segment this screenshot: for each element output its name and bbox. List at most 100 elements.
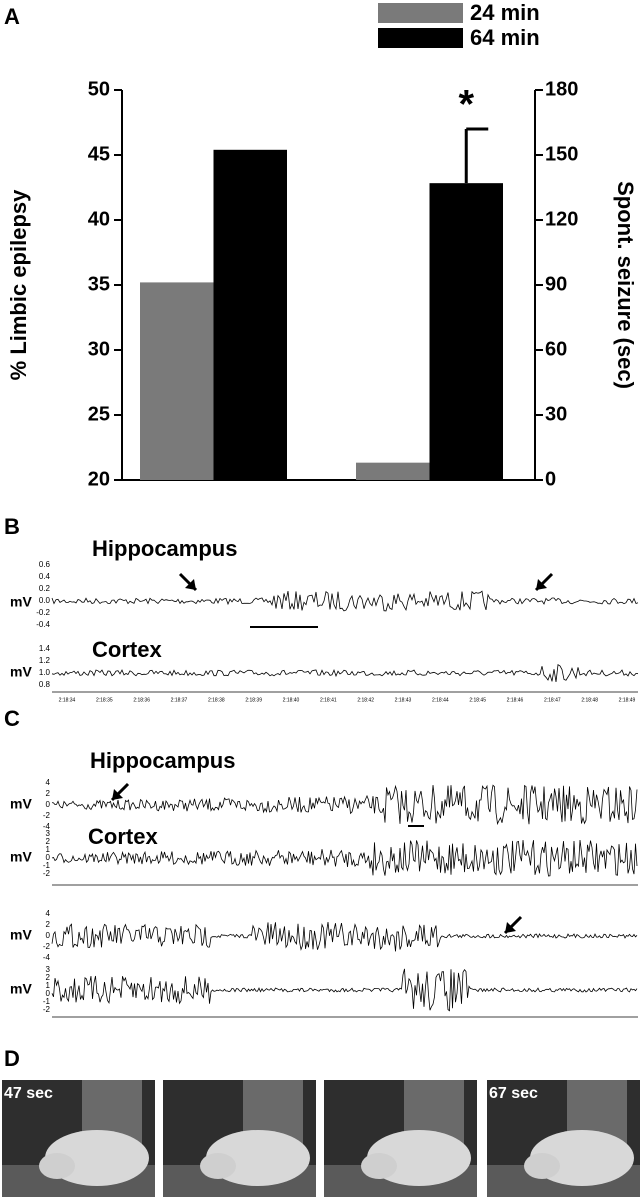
trace-title: Hippocampus <box>92 536 237 561</box>
time-label: 2:18:37 <box>171 697 188 703</box>
y2-tick-label: 180 <box>545 78 578 100</box>
y2-tick-label: 150 <box>545 143 578 165</box>
y2-tick-label: 0 <box>545 468 556 490</box>
trace-tick-label: 1.2 <box>39 656 51 665</box>
bar <box>356 462 430 480</box>
unit-label: mV <box>10 927 32 943</box>
y-tick-label: 20 <box>88 468 110 490</box>
time-label: 2:18:46 <box>507 697 524 703</box>
trace-tick-label: 1 <box>46 981 51 990</box>
frame-time: 47 sec <box>4 1085 53 1102</box>
trace-tick-label: -0.2 <box>36 608 50 617</box>
legend-label: 64 min <box>470 25 540 50</box>
bar <box>429 183 503 480</box>
trace-tick-label: 0.0 <box>39 596 51 605</box>
y-tick-label: 25 <box>88 403 110 425</box>
eeg-trace <box>51 968 638 1012</box>
bar <box>140 282 214 480</box>
time-label: 2:18:36 <box>133 697 150 703</box>
unit-label: mV <box>10 796 32 812</box>
trace-tick-label: 0.8 <box>39 680 51 689</box>
time-label: 2:18:42 <box>357 697 374 703</box>
unit-label: mV <box>10 664 32 680</box>
trace-tick-label: -2 <box>43 942 51 951</box>
eeg-trace <box>51 839 638 877</box>
y-tick-label: 45 <box>88 143 110 165</box>
trace-title: Cortex <box>88 824 158 849</box>
trace-tick-label: 0.2 <box>39 584 51 593</box>
panel-label: C <box>4 706 20 731</box>
trace-tick-label: 0 <box>46 853 51 862</box>
y-tick-label: 35 <box>88 273 110 295</box>
trace-tick-label: 2 <box>46 837 51 846</box>
trace-tick-label: 0 <box>46 800 51 809</box>
significance-marker: * <box>458 83 474 127</box>
rat-head <box>524 1153 560 1179</box>
trace-tick-label: 4 <box>46 909 51 918</box>
trace-tick-label: 3 <box>46 965 51 974</box>
time-label: 2:18:49 <box>619 697 636 703</box>
arrow-head <box>505 922 516 933</box>
panel-label: A <box>4 4 20 29</box>
y-axis-label: % Limbic epilepsy <box>6 189 31 380</box>
unit-label: mV <box>10 849 32 865</box>
arrow-head <box>185 579 196 590</box>
time-label: 2:18:40 <box>283 697 300 703</box>
trace-tick-label: 1.0 <box>39 668 51 677</box>
arrow-head <box>536 579 547 590</box>
arrow-head <box>112 789 123 800</box>
trace-tick-label: -4 <box>43 822 51 831</box>
trace-title: Hippocampus <box>90 748 235 773</box>
trace-tick-label: 4 <box>46 778 51 787</box>
time-label: 2:18:35 <box>96 697 113 703</box>
time-label: 2:18:38 <box>208 697 225 703</box>
time-label: 2:18:44 <box>432 697 449 703</box>
y-tick-label: 30 <box>88 338 110 360</box>
trace-tick-label: -2 <box>43 1005 51 1014</box>
time-label: 2:18:48 <box>581 697 598 703</box>
y-tick-label: 40 <box>88 208 110 230</box>
trace-tick-label: 0 <box>46 989 51 998</box>
eeg-trace <box>51 664 639 682</box>
rat-head <box>361 1153 397 1179</box>
y2-axis-label: Spont. seizure (sec) <box>613 181 638 389</box>
time-label: 2:18:43 <box>395 697 412 703</box>
frame-time: 67 sec <box>489 1085 538 1102</box>
y2-tick-label: 120 <box>545 208 578 230</box>
trace-tick-label: 2 <box>46 973 51 982</box>
trace-tick-label: -0.4 <box>36 620 50 629</box>
legend-swatch <box>378 28 463 48</box>
error-bar <box>464 127 489 184</box>
eeg-trace <box>51 921 638 952</box>
legend-swatch <box>378 3 463 23</box>
y2-tick-label: 60 <box>545 338 567 360</box>
trace-tick-label: 0.4 <box>39 572 51 581</box>
trace-tick-label: 3 <box>46 829 51 838</box>
trace-tick-label: -1 <box>43 997 51 1006</box>
trace-tick-label: -1 <box>43 861 51 870</box>
trace-tick-label: 0 <box>46 931 51 940</box>
trace-tick-label: 1 <box>46 845 51 854</box>
unit-label: mV <box>10 594 32 610</box>
trace-title: Cortex <box>92 637 162 662</box>
legend-label: 24 min <box>470 0 540 25</box>
trace-tick-label: 2 <box>46 920 51 929</box>
trace-tick-label: 0.6 <box>39 560 51 569</box>
time-label: 2:18:47 <box>544 697 561 703</box>
panel-label: D <box>4 1046 20 1071</box>
panel-label: B <box>4 514 20 539</box>
y-tick-label: 50 <box>88 78 110 100</box>
unit-label: mV <box>10 981 32 997</box>
time-label: 2:18:39 <box>245 697 262 703</box>
eeg-trace <box>51 590 639 612</box>
trace-tick-label: 1.4 <box>39 644 51 653</box>
time-label: 2:18:45 <box>469 697 486 703</box>
time-label: 2:18:34 <box>59 697 76 703</box>
bar <box>213 149 287 481</box>
trace-tick-label: 2 <box>46 789 51 798</box>
trace-tick-label: -2 <box>43 811 51 820</box>
trace-tick-label: -2 <box>43 869 51 878</box>
y2-tick-label: 30 <box>545 403 567 425</box>
y2-tick-label: 90 <box>545 273 567 295</box>
